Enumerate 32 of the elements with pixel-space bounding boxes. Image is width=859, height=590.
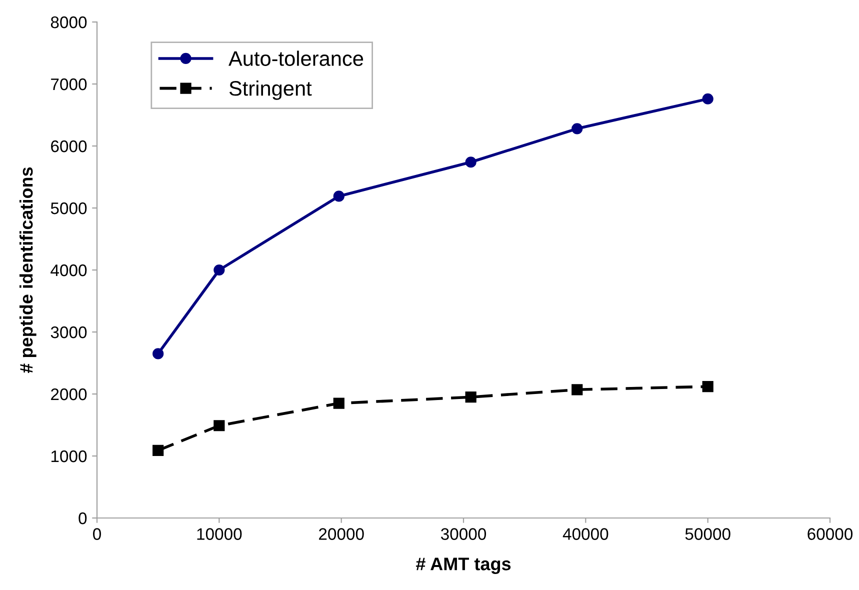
y-tick-label: 2000 — [51, 388, 87, 400]
point — [333, 190, 344, 202]
legend-label: Stringent — [229, 80, 312, 100]
point — [702, 93, 714, 104]
x-tick-label: 0 — [93, 528, 101, 540]
point — [214, 420, 225, 432]
x-tick-label: 60000 — [808, 528, 853, 540]
point — [152, 444, 164, 456]
y-tick-label: 4000 — [50, 264, 87, 276]
y-tick-label: 7000 — [51, 78, 87, 90]
y-tick-label: 8000 — [50, 16, 87, 28]
y-axis-title: # peptide identifications — [19, 167, 36, 374]
point — [465, 156, 476, 168]
point — [152, 348, 164, 360]
y-tick-label: 3000 — [50, 326, 87, 338]
y-tick-label: 5000 — [50, 202, 87, 214]
x-axis-title: # AMT tags — [416, 558, 511, 574]
x-tick-label: 10000 — [197, 528, 242, 540]
y-tick-label: 0 — [78, 512, 87, 524]
x-tick-label: 20000 — [319, 528, 364, 540]
point — [214, 264, 225, 276]
point — [333, 398, 344, 409]
x-tick-label: 30000 — [440, 528, 486, 540]
x-tick-label: 40000 — [562, 528, 608, 540]
legend-label: Auto-tolerance — [228, 50, 364, 66]
point — [572, 123, 583, 134]
y-tick-label: 1000 — [51, 450, 87, 462]
point — [465, 392, 476, 403]
y-tick-label: 6000 — [51, 140, 87, 152]
point — [572, 384, 583, 396]
x-tick-label: 50000 — [685, 528, 730, 540]
point — [702, 381, 714, 392]
